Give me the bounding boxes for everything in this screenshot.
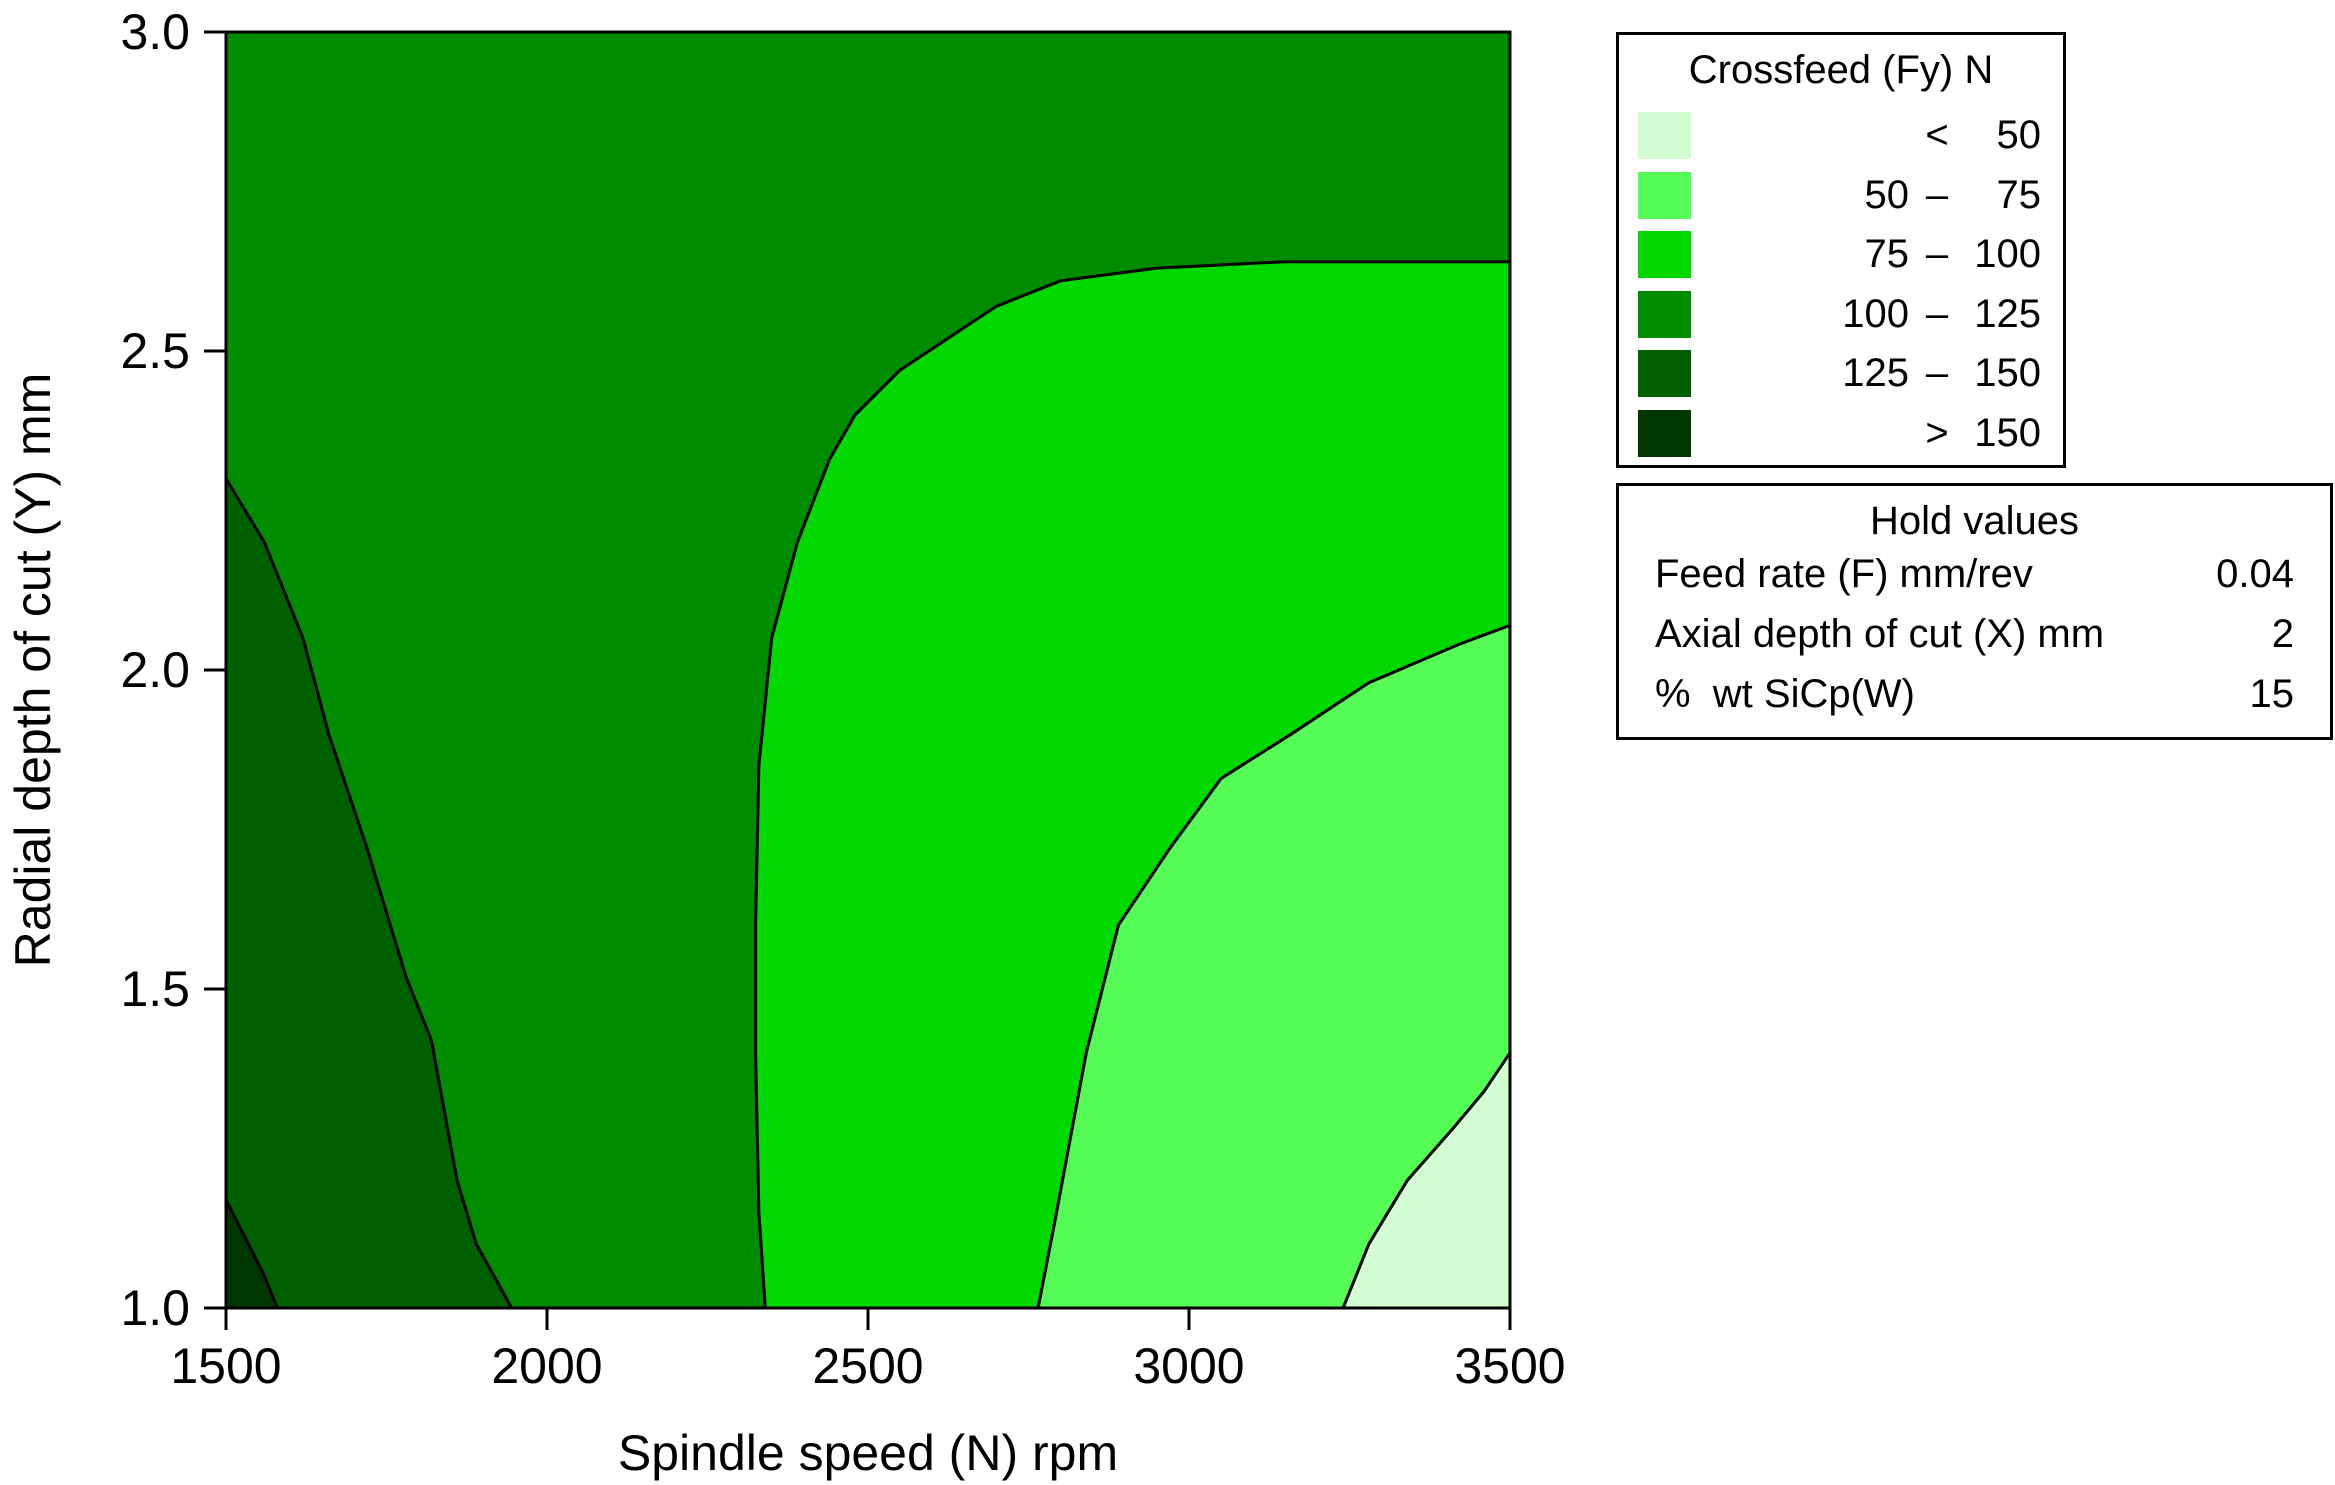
legend-low: 100 [1842, 291, 1909, 336]
legend-swatch [1638, 171, 1691, 219]
hold-values-box: Hold values Feed rate (F) mm/rev 0.04 Axia… [1616, 483, 2333, 740]
y-tick-label: 2.5 [120, 323, 190, 379]
hold-value-row: Axial depth of cut (X) mm 2 [1619, 604, 2330, 664]
legend-op: > [1925, 410, 1949, 455]
x-axis-label: Spindle speed (N) rpm [618, 1425, 1118, 1481]
contour-plot: 1500 2000 2500 3000 3500 1.0 1.5 2.0 2.5 3.0 Spi… [5, 4, 1566, 1481]
legend-op: – [1925, 351, 1949, 395]
legend-item: 100–125 [1619, 286, 2063, 342]
legend-low: 50 [1864, 172, 1910, 217]
legend-high: 75 [1996, 172, 2042, 217]
legend-swatch [1638, 409, 1691, 457]
legend-low: 75 [1864, 232, 1910, 276]
legend-op: < [1925, 113, 1949, 157]
legend-high: 150 [1974, 410, 2041, 455]
legend-item: 50– 75 [1619, 167, 2063, 223]
hold-value-name: Axial depth of cut (X) mm [1655, 612, 2105, 656]
legend-high: 100 [1974, 232, 2041, 276]
contour-fills [226, 32, 1510, 1309]
legend-swatch [1638, 290, 1691, 338]
x-tick-label: 1500 [170, 1338, 281, 1394]
legend-op: – [1925, 291, 1949, 336]
legend-item: >150 [1619, 405, 2063, 461]
y-axis-label: Radial depth of cut (Y) mm [5, 373, 61, 968]
legend-title: Crossfeed (Fy) N [1688, 48, 1994, 92]
legend-op: – [1925, 232, 1949, 276]
hold-value-number: 15 [2249, 672, 2295, 716]
contour-lines [224, 260, 1512, 1309]
region-50-75 [1038, 625, 1510, 1308]
x-tick-label: 2000 [491, 1338, 602, 1394]
legend-op: – [1925, 172, 1949, 217]
contour-line-100 [754, 260, 1510, 1309]
hold-value-row: Feed rate (F) mm/rev 0.04 [1619, 544, 2330, 604]
x-tick-label: 2500 [812, 1338, 923, 1394]
legend-swatch [1638, 112, 1691, 159]
x-axis: 1500 2000 2500 3000 3500 [170, 1308, 1566, 1394]
y-tick-label: 1.5 [120, 961, 190, 1017]
contour-line-75 [1036, 623, 1511, 1309]
region-125-150 [226, 478, 512, 1309]
legend-swatch [1638, 231, 1691, 278]
legend-item: <50 [1619, 107, 2063, 163]
hold-value-name: % wt SiCp(W) [1655, 672, 1915, 716]
contour-line-150 [224, 1198, 279, 1309]
legend-item: 75–100 [1619, 226, 2063, 282]
contour-line-50 [1341, 1051, 1512, 1309]
hold-value-name: Feed rate (F) mm/rev [1655, 552, 2033, 596]
y-axis: 1.0 1.5 2.0 2.5 3.0 [120, 4, 226, 1336]
legend-swatch [1638, 350, 1691, 397]
x-tick-label: 3500 [1454, 1338, 1565, 1394]
legend-high: 125 [1974, 291, 2041, 336]
contour-line-125 [224, 477, 514, 1309]
legend-item: 125–150 [1619, 345, 2063, 401]
legend-high: 50 [1996, 113, 2042, 157]
hold-value-number: 2 [2271, 612, 2294, 656]
legend-high: 150 [1974, 351, 2041, 395]
hold-value-row: % wt SiCp(W) 15 [1619, 664, 2330, 724]
legend-low: 125 [1842, 351, 1909, 395]
y-tick-label: 3.0 [120, 4, 190, 60]
hold-values-title: Hold values [1869, 499, 2079, 543]
x-tick-label: 3000 [1133, 1338, 1244, 1394]
y-tick-label: 1.0 [120, 1280, 190, 1336]
y-tick-label: 2.0 [120, 642, 190, 698]
contour-legend: Crossfeed (Fy) N <50 50–75 75–100 100–125 12… [1616, 32, 2066, 468]
region-under-50 [1343, 1052, 1510, 1308]
hold-value-number: 0.04 [2216, 552, 2294, 596]
